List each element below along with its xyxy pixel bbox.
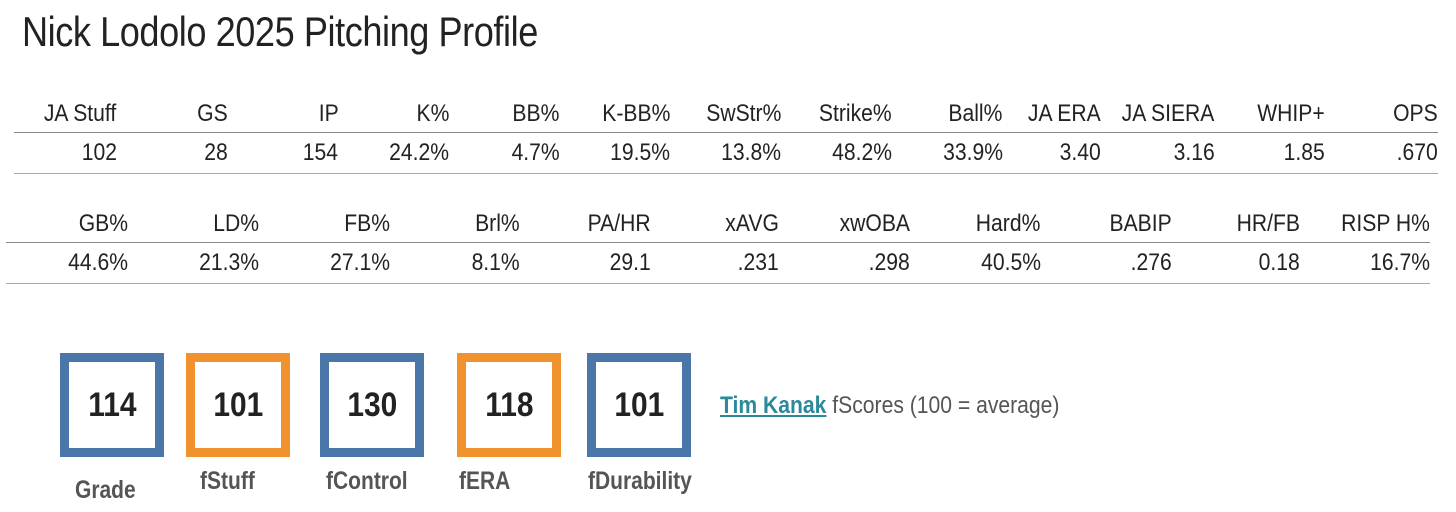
table-header-cell: BABIP bbox=[1040, 198, 1172, 243]
table-cell: 29.1 bbox=[519, 242, 651, 284]
table-header-cell: xAVG bbox=[650, 198, 779, 243]
fscore-value: 118 bbox=[484, 385, 534, 424]
table-cell: 19.5% bbox=[559, 132, 671, 174]
table-cell: .670 bbox=[1325, 132, 1438, 174]
author-link[interactable]: Tim Kanak bbox=[720, 392, 827, 419]
table-cell: 33.9% bbox=[892, 132, 1003, 174]
fscore-label-grade: Grade bbox=[75, 476, 136, 504]
fscore-box-fcontrol: 130 bbox=[320, 353, 424, 457]
table-header-cell: LD% bbox=[128, 198, 260, 243]
table-header-cell: JA SIERA bbox=[1100, 88, 1215, 133]
table-header-cell: JA ERA bbox=[1002, 88, 1101, 133]
fscore-value: 114 bbox=[87, 385, 137, 424]
table-header-cell: PA/HR bbox=[519, 198, 651, 243]
fscore-box-fera: 118 bbox=[457, 353, 561, 457]
fscore-label-fcontrol: fControl bbox=[326, 467, 408, 495]
fscore-label-fera: fERA bbox=[459, 467, 511, 495]
table-header-cell: xwOBA bbox=[778, 198, 910, 243]
table-cell: 8.1% bbox=[390, 242, 520, 284]
table-cell: .298 bbox=[778, 242, 910, 284]
table-cell: 16.7% bbox=[1299, 242, 1430, 284]
table-header-cell: OPS bbox=[1325, 88, 1438, 133]
table-header-cell: K-BB% bbox=[559, 88, 671, 133]
table-header-cell: HR/FB bbox=[1171, 198, 1300, 243]
fscore-box-fstuff: 101 bbox=[186, 353, 290, 457]
fscore-value: 130 bbox=[347, 385, 397, 424]
table-cell: 1.85 bbox=[1214, 132, 1326, 174]
table-cell: 3.40 bbox=[1002, 132, 1101, 174]
fscore-box-fdurability: 101 bbox=[587, 353, 691, 457]
table-cell: 154 bbox=[227, 132, 339, 174]
table-header-cell: Strike% bbox=[781, 88, 893, 133]
table-cell: 27.1% bbox=[259, 242, 391, 284]
table-cell: 40.5% bbox=[909, 242, 1041, 284]
table-header-cell: Ball% bbox=[892, 88, 1003, 133]
table-cell: 13.8% bbox=[670, 132, 782, 174]
fscore-box-grade: 114 bbox=[60, 353, 164, 457]
note-text: fScores (100 = average) bbox=[826, 392, 1060, 419]
page-title: Nick Lodolo 2025 Pitching Profile bbox=[22, 8, 538, 55]
table-cell: 24.2% bbox=[338, 132, 450, 174]
stats-table-batted-ball: GB% LD% FB% Brl% PA/HR xAVG xwOBA Hard% … bbox=[6, 198, 1430, 284]
table-header-cell: JA Stuff bbox=[14, 88, 117, 133]
fscore-value: 101 bbox=[614, 385, 664, 424]
table-cell: 28 bbox=[116, 132, 228, 174]
fscore-label-fstuff: fStuff bbox=[200, 467, 255, 495]
table-cell: 44.6% bbox=[6, 242, 129, 284]
table-header-cell: RISP H% bbox=[1299, 198, 1430, 243]
table-header-cell: K% bbox=[338, 88, 450, 133]
stats-table-primary: JA Stuff GS IP K% BB% K-BB% SwStr% Strik… bbox=[14, 88, 1438, 174]
table-cell: 4.7% bbox=[449, 132, 560, 174]
table-cell: .231 bbox=[650, 242, 779, 284]
table-cell: .276 bbox=[1040, 242, 1172, 284]
table-header-cell: WHIP+ bbox=[1214, 88, 1326, 133]
table-header-cell: Hard% bbox=[909, 198, 1041, 243]
table-cell: 102 bbox=[14, 132, 117, 174]
fscore-label-fdurability: fDurability bbox=[588, 467, 692, 495]
table-cell: 48.2% bbox=[781, 132, 893, 174]
table-cell: 3.16 bbox=[1100, 132, 1215, 174]
table-header-cell: SwStr% bbox=[670, 88, 782, 133]
table-header-cell: FB% bbox=[259, 198, 391, 243]
table-header-cell: IP bbox=[227, 88, 339, 133]
table-cell: 0.18 bbox=[1171, 242, 1300, 284]
fscore-value: 101 bbox=[213, 385, 263, 424]
table-cell: 21.3% bbox=[128, 242, 260, 284]
table-header-cell: GB% bbox=[6, 198, 129, 243]
table-header-cell: BB% bbox=[449, 88, 560, 133]
fscores-note: Tim Kanak fScores (100 = average) bbox=[720, 392, 1059, 420]
table-header-cell: GS bbox=[116, 88, 228, 133]
table-header-cell: Brl% bbox=[390, 198, 520, 243]
